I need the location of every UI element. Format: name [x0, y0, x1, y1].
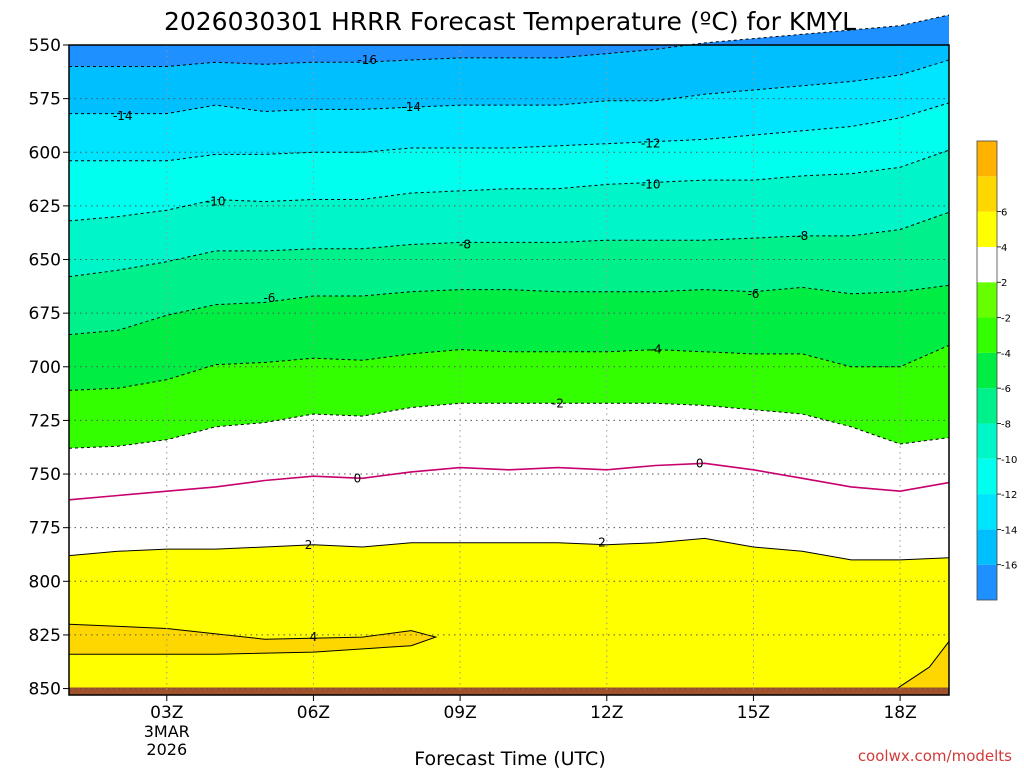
isotherm-minus16 — [69, 14, 950, 67]
contour-label-8: -6 — [263, 291, 275, 305]
y-tick-label-575: 575 — [29, 90, 61, 110]
colorbar-label-1: -14 — [1001, 525, 1017, 536]
y-tick-label-700: 700 — [29, 358, 61, 378]
contour-label-2: -14 — [113, 109, 133, 123]
y-tick-label-825: 825 — [29, 626, 61, 646]
x-axis-label: Forecast Time (UTC) — [414, 748, 605, 768]
isotherm-lines — [68, 14, 950, 561]
colorbar-swatch-4 — [977, 423, 997, 459]
color-legend: -16 -14 -12 -10 -8 -6 -4 -2 2 4 6 — [976, 140, 1017, 601]
credit-text: coolwx.com/modelts — [858, 747, 1012, 765]
band-above-minus16 — [69, 15, 949, 67]
isotherm-minus2 — [68, 402, 950, 449]
y-tick-label-850: 850 — [29, 680, 61, 700]
y-tick-label-650: 650 — [29, 251, 61, 271]
x-tick-label-12Z: 12Z — [590, 703, 623, 723]
y-tick-label-725: 725 — [29, 411, 61, 431]
y-tick-label-600: 600 — [29, 143, 61, 163]
x-tick-label-18Z: 18Z — [883, 703, 916, 723]
y-tick-label-675: 675 — [29, 304, 61, 324]
contour-label-9: -6 — [747, 287, 759, 301]
colorbar-swatch-2 — [977, 494, 997, 530]
y-axis: 550 575 600 625 650 675 700 725 750 775 800 825 850 — [29, 36, 69, 700]
colorbar-swatch-7 — [977, 317, 997, 353]
colorbar-swatch-12 — [977, 141, 997, 177]
contour-label-11: -2 — [552, 396, 564, 410]
contour-label-10: -4 — [650, 343, 662, 357]
band-4-to-6-west — [68, 623, 438, 655]
y-tick-label-775: 775 — [29, 519, 61, 539]
x-tick-date: 3MAR — [144, 722, 190, 741]
colorbar-label-7: -2 — [1001, 314, 1011, 325]
contour-label-0: -16 — [357, 53, 377, 67]
colorbar-swatch-1 — [977, 529, 997, 565]
colorbar-swatch-5 — [977, 388, 997, 424]
contour-label-5: -10 — [206, 195, 226, 209]
contour-label-15: 2 — [598, 536, 606, 550]
contour-label-6: -8 — [796, 229, 808, 243]
contour-label-12: 0 — [354, 471, 362, 485]
colorbar-swatch-0 — [977, 564, 997, 600]
isotherm-minus6 — [68, 284, 950, 336]
colorbar-label-2: -12 — [1001, 490, 1017, 501]
colorbar-swatch-6 — [977, 352, 997, 389]
contour-label-4: -10 — [641, 177, 661, 191]
y-tick-label-625: 625 — [29, 197, 61, 217]
contour-label-13: 0 — [696, 456, 704, 470]
x-tick-label-03Z: 03Z — [150, 703, 183, 723]
colorbar-swatch-8 — [977, 282, 997, 318]
contour-labels: -16 -14 -14 -12 -10 -10 -8 -8 -6 -6 -4 -2 0 0 2 2 4 — [113, 53, 808, 644]
x-tick-year: 2026 — [146, 740, 187, 759]
x-tick-label-15Z: 15Z — [737, 703, 770, 723]
colorbar-label-0: -16 — [1001, 561, 1017, 572]
x-tick-label-09Z: 09Z — [443, 703, 476, 723]
contour-label-3: -12 — [641, 137, 661, 151]
colorbar-label-4: -8 — [1001, 419, 1011, 430]
contour-label-16: 4 — [310, 630, 318, 644]
colorbar-label-5: -6 — [1001, 384, 1011, 395]
isotherm-minus12 — [69, 102, 950, 162]
contour-label-14: 2 — [305, 538, 313, 552]
y-tick-label-800: 800 — [29, 572, 61, 592]
x-tick-label-06Z: 06Z — [297, 703, 330, 723]
temperature-bands — [68, 15, 950, 695]
colorbar-label-10: 6 — [1001, 208, 1007, 219]
colorbar-swatch-3 — [977, 458, 997, 495]
y-tick-label-750: 750 — [29, 465, 61, 485]
gridlines — [69, 45, 949, 695]
ground-strip — [69, 687, 949, 695]
colorbar-swatch-11 — [977, 176, 997, 212]
y-tick-label-550: 550 — [29, 36, 61, 56]
plot-frame — [68, 44, 950, 696]
colorbar-label-3: -10 — [1001, 455, 1017, 466]
isotherm-2 — [68, 537, 950, 561]
colorbar-swatch-10 — [977, 211, 997, 247]
colorbar-label-6: -4 — [1001, 349, 1011, 360]
colorbar-label-8: 2 — [1001, 278, 1007, 289]
contour-label-1: -14 — [401, 100, 421, 114]
chart-title: 2026030301 HRRR Forecast Temperature (ºC… — [164, 7, 856, 36]
isotherm-0 — [68, 462, 950, 501]
colorbar-label-9: 4 — [1001, 243, 1007, 254]
colorbar-swatch-9 — [977, 246, 997, 283]
colorbar-frame — [976, 140, 998, 601]
contour-label-7: -8 — [459, 238, 471, 252]
